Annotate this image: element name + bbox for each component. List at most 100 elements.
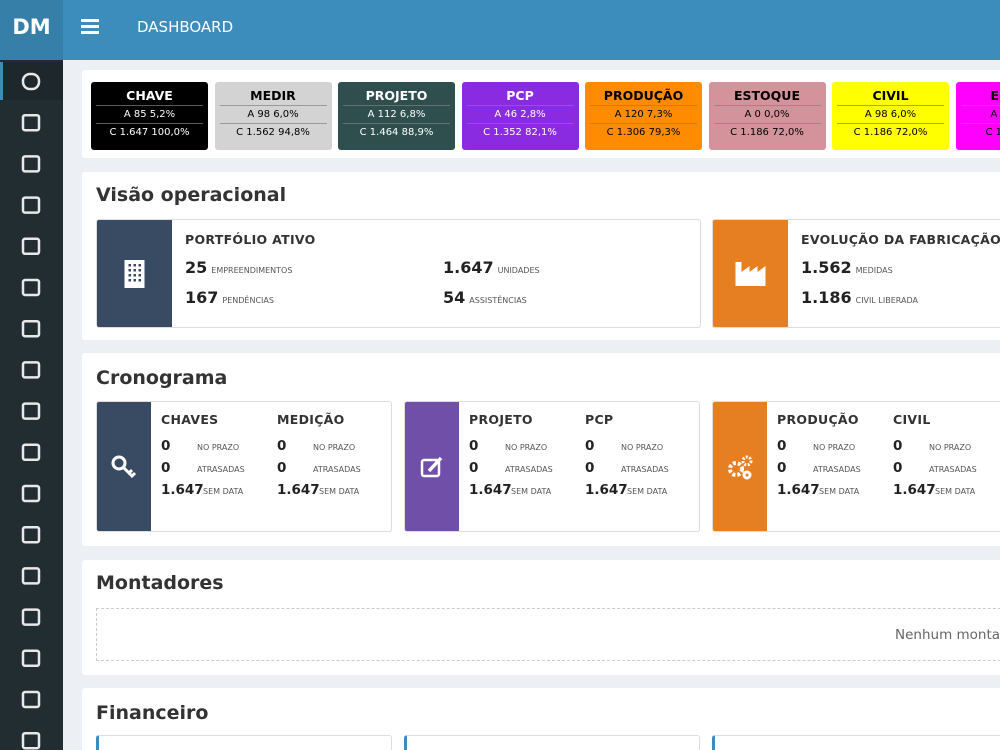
- row-value: 0: [777, 438, 787, 454]
- visao-panel: Visão operacional PORTFÓLIO ATIVO 25 EMPRE…: [82, 172, 1000, 340]
- stat-label: EMPREENDIMENTOS: [211, 266, 293, 275]
- column-title: PROJETO: [469, 412, 533, 427]
- row-value: 1.647: [277, 482, 320, 498]
- nav-icon[interactable]: [21, 319, 41, 338]
- nav-icon[interactable]: [21, 278, 41, 297]
- stat-label: MEDIDAS: [855, 266, 893, 275]
- stat-label: UNIDADES: [497, 266, 540, 275]
- section-title: Financeiro: [96, 702, 209, 724]
- row-value: 1.647: [893, 482, 936, 498]
- stat-value: 1.186: [801, 288, 852, 307]
- status-card[interactable]: MEDIR A 98 6,0% C 1.562 94,8%: [214, 82, 332, 150]
- nav-icon[interactable]: [21, 525, 41, 544]
- row-value: 1.647: [585, 482, 628, 498]
- nav-icon[interactable]: [21, 402, 41, 420]
- section-title: Montadores: [96, 572, 224, 594]
- box-title: EVOLUÇÃO DA FABRICAÇÃO: [801, 232, 1000, 247]
- card-a: A 85 5,2%: [96, 106, 203, 124]
- row-value: 0: [277, 438, 287, 454]
- nav-icon[interactable]: [21, 567, 41, 585]
- stat: 54 ASSISTÊNCIAS: [443, 288, 527, 307]
- nav-icon[interactable]: [21, 690, 41, 709]
- card-c: C 1.306 79,3%: [606, 127, 681, 138]
- finance-box: [96, 735, 392, 750]
- nav-icon[interactable]: [21, 484, 41, 503]
- row-label: ATRASADAS: [929, 465, 977, 474]
- stat: 1.186 CIVIL LIBERADA: [801, 288, 918, 307]
- row-value: 0: [585, 438, 595, 454]
- stat-value: 54: [443, 288, 466, 307]
- row-value: 0: [585, 460, 595, 476]
- column-title: PRODUÇÃO: [777, 412, 859, 427]
- logo[interactable]: DM: [0, 0, 63, 60]
- nav-icon[interactable]: [21, 649, 41, 668]
- active-item: [0, 62, 63, 100]
- status-card[interactable]: PROJETO A 112 6,8% C 1.464 88,9%: [338, 82, 455, 150]
- row-value: 1.647: [469, 482, 512, 498]
- page-title: DASHBOARD: [137, 18, 234, 36]
- empty-box: [96, 608, 1000, 661]
- stat-label: CIVIL LIBERADA: [855, 296, 918, 305]
- card-title: PROJETO: [343, 88, 450, 106]
- nav-icon[interactable]: [21, 361, 41, 379]
- card-c: C 1.186 72,0%: [730, 127, 804, 138]
- status-card[interactable]: PRODUÇÃO A 120 7,3% C 1.306 79,3%: [585, 82, 702, 150]
- box-icon: [713, 220, 788, 327]
- sidebar: [0, 60, 63, 750]
- row-label: NO PRAZO: [813, 443, 856, 452]
- card-a: A 0 0,0%: [713, 106, 821, 124]
- card-title: CHAVE: [96, 88, 203, 106]
- column-title: MEDIÇÃO: [277, 412, 345, 427]
- card-title: ESTOQUE: [713, 88, 821, 106]
- card-c: C 1.647 100,0%: [109, 127, 190, 138]
- info-box: EVOLUÇÃO DA FABRICAÇÃO 1.562 MEDIDAS 1.186 C…: [712, 219, 1000, 328]
- row-value: 0: [161, 460, 171, 476]
- card-title: MEDIR: [219, 88, 327, 106]
- nav-icon[interactable]: [21, 443, 41, 462]
- box-icon: [97, 220, 172, 327]
- cronograma-panel: Cronograma CHAVES 0 NO PRAZO 0 ATRASADAS 1.64…: [82, 353, 1000, 546]
- row-label: SEM DATA: [627, 487, 668, 496]
- nav-icon[interactable]: [21, 237, 41, 256]
- section-title: Visão operacional: [96, 184, 287, 206]
- nav-icon[interactable]: [21, 155, 41, 173]
- row-value: 0: [277, 460, 287, 476]
- row-label: ATRASADAS: [197, 465, 245, 474]
- stat-label: PENDÊNCIAS: [222, 296, 274, 305]
- row-value: 0: [161, 438, 171, 454]
- stat-value: 25: [185, 258, 208, 277]
- card-title: EN: [960, 88, 1000, 106]
- nav-icon[interactable]: [21, 113, 41, 132]
- card-a: A 1: [960, 106, 1000, 124]
- nav-icon[interactable]: [21, 608, 41, 626]
- card-title: CIVIL: [837, 88, 944, 106]
- row-value: 0: [469, 460, 479, 476]
- card-a: A 112 6,8%: [343, 106, 450, 124]
- row-value: 1.647: [777, 482, 820, 498]
- status-card[interactable]: ENA 1 C 1: [955, 82, 1000, 150]
- card-a: A 98 6,0%: [837, 106, 944, 124]
- status-card[interactable]: ESTOQUE A 0 0,0% C 1.186 72,0%: [708, 82, 826, 150]
- status-card[interactable]: PCP A 46 2,8% C 1.352 82,1%: [461, 82, 579, 150]
- icon-glyph: [728, 455, 753, 479]
- row-label: SEM DATA: [511, 487, 552, 496]
- row-label: ATRASADAS: [505, 465, 553, 474]
- status-card[interactable]: CIVIL A 98 6,0% C 1.186 72,0%: [832, 82, 949, 150]
- row-label: SEM DATA: [203, 487, 244, 496]
- box-icon: [405, 402, 459, 531]
- nav-icon[interactable]: [21, 72, 41, 91]
- card-c: C 1.562 94,8%: [236, 127, 310, 138]
- row-value: 0: [469, 438, 479, 454]
- finance-box: [404, 735, 700, 750]
- nav-icon[interactable]: [21, 196, 41, 214]
- row-label: NO PRAZO: [313, 443, 356, 452]
- status-card[interactable]: CHAVE A 85 5,2% C 1.647 100,0%: [91, 82, 208, 150]
- row-label: ATRASADAS: [813, 465, 861, 474]
- section-title: Cronograma: [96, 367, 228, 389]
- nav-icon[interactable]: [21, 731, 41, 750]
- menu-toggle[interactable]: [81, 18, 99, 34]
- card-a: A 98 6,0%: [219, 106, 327, 124]
- card-title: PCP: [466, 88, 574, 106]
- icon-glyph: [735, 261, 766, 286]
